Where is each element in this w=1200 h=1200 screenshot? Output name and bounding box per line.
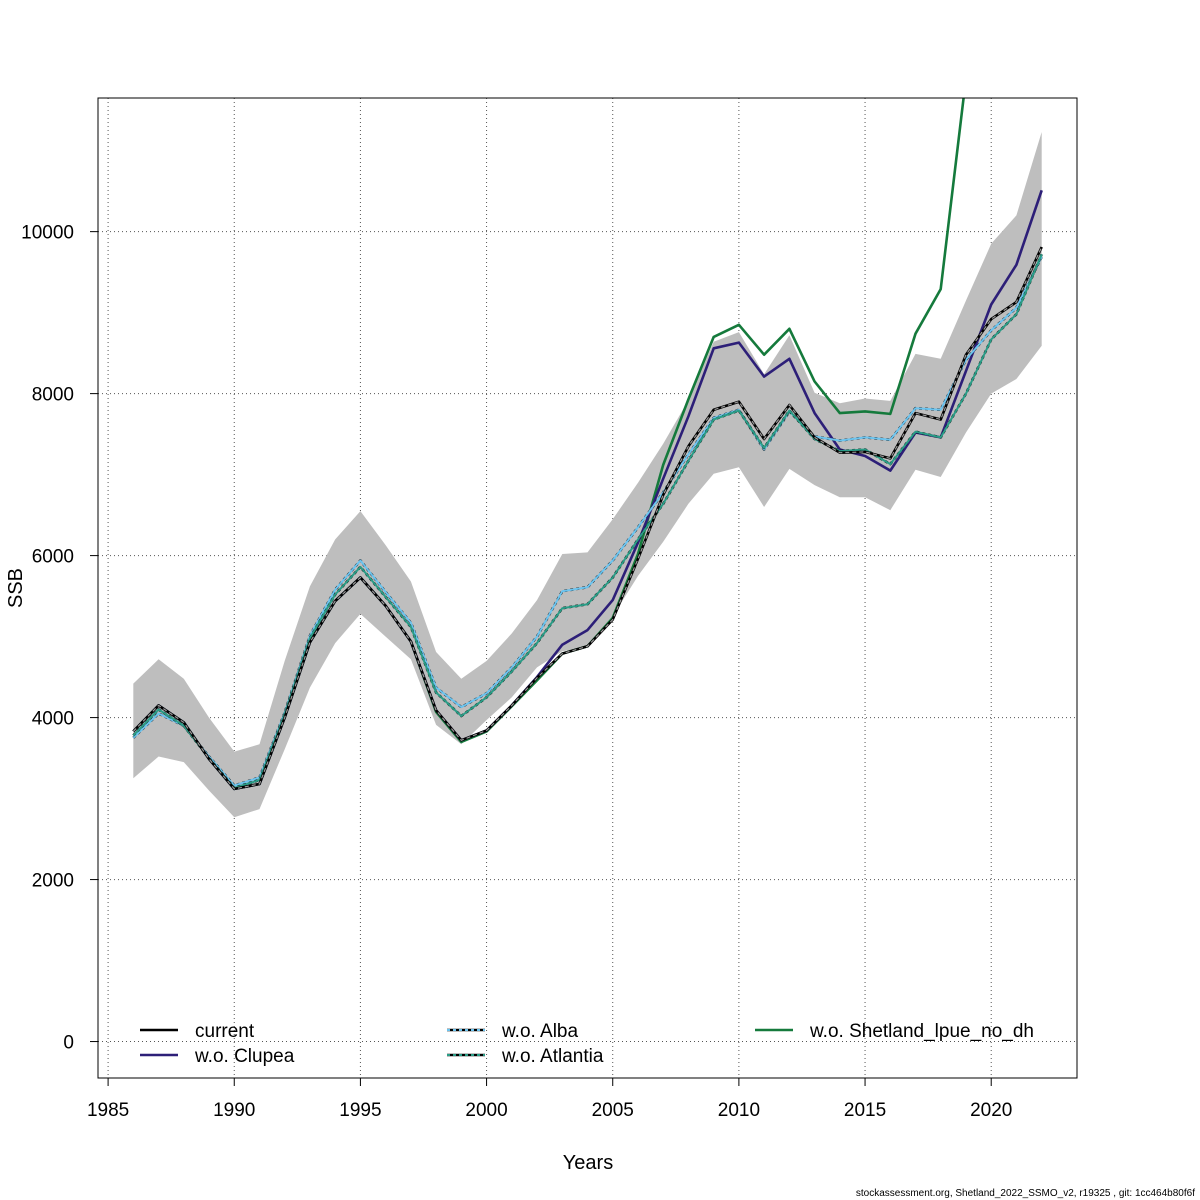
x-tick-label: 2000 — [465, 1100, 507, 1121]
legend-label: w.o. Clupea — [194, 1046, 295, 1067]
y-tick-label: 0 — [63, 1033, 74, 1054]
y-tick-label: 4000 — [32, 709, 74, 730]
series-line-w-o-alba-dots — [132, 256, 1043, 787]
legend-item-w-o-alba: w.o. Alba — [447, 1021, 578, 1042]
x-tick-label: 2005 — [592, 1100, 634, 1121]
x-tick-label: 2015 — [844, 1100, 886, 1121]
confidence-band-layer — [133, 132, 1042, 818]
legend-label: current — [195, 1021, 255, 1042]
series-line-current-dash — [132, 246, 1043, 790]
y-tick-label: 2000 — [32, 871, 74, 892]
legend-label: w.o. Atlantia — [501, 1046, 604, 1067]
series-line-w-o-atlantia — [132, 253, 1043, 789]
legend-label: w.o. Shetland_lpue_no_dh — [809, 1021, 1034, 1042]
legend: current w.o. Clupea w.o. Alba w.o. Atlantia… — [140, 1021, 1034, 1067]
x-axis-title: Years — [563, 1152, 613, 1174]
legend-item-w-o-atlantia: w.o. Atlantia — [447, 1046, 604, 1067]
series-line-current — [132, 246, 1043, 791]
legend-label: w.o. Alba — [501, 1021, 578, 1042]
legend-item-w-o-shetland-lpue-no-dh: w.o. Shetland_lpue_no_dh — [755, 1021, 1034, 1042]
x-tick-label: 1995 — [339, 1100, 381, 1121]
x-tick-label: 1985 — [87, 1100, 129, 1121]
grid — [98, 98, 1077, 1078]
footer-annotation: stockassessment.org, Shetland_2022_SSMO_… — [856, 1188, 1195, 1199]
y-tick-label: 8000 — [32, 385, 74, 406]
series-line-w-o-atlantia-dots — [132, 253, 1043, 790]
x-tick-label: 2010 — [718, 1100, 760, 1121]
legend-item-current: current — [140, 1021, 255, 1042]
x-tick-label: 2020 — [970, 1100, 1012, 1121]
confidence-band — [133, 132, 1042, 818]
x-tick-label: 1990 — [213, 1100, 255, 1121]
series-layer — [132, 98, 1043, 791]
series-line-w-o-clupea — [132, 189, 1043, 791]
series-line-w-o-alba — [132, 256, 1043, 787]
legend-item-w-o-clupea: w.o. Clupea — [140, 1046, 295, 1067]
axes: 1985 1990 1995 2000 2005 2010 2015 2020 0 2000 400… — [21, 223, 1012, 1121]
y-tick-label: 10000 — [21, 223, 74, 244]
y-axis-title: SSB — [5, 568, 27, 608]
y-tick-label: 6000 — [32, 547, 74, 568]
